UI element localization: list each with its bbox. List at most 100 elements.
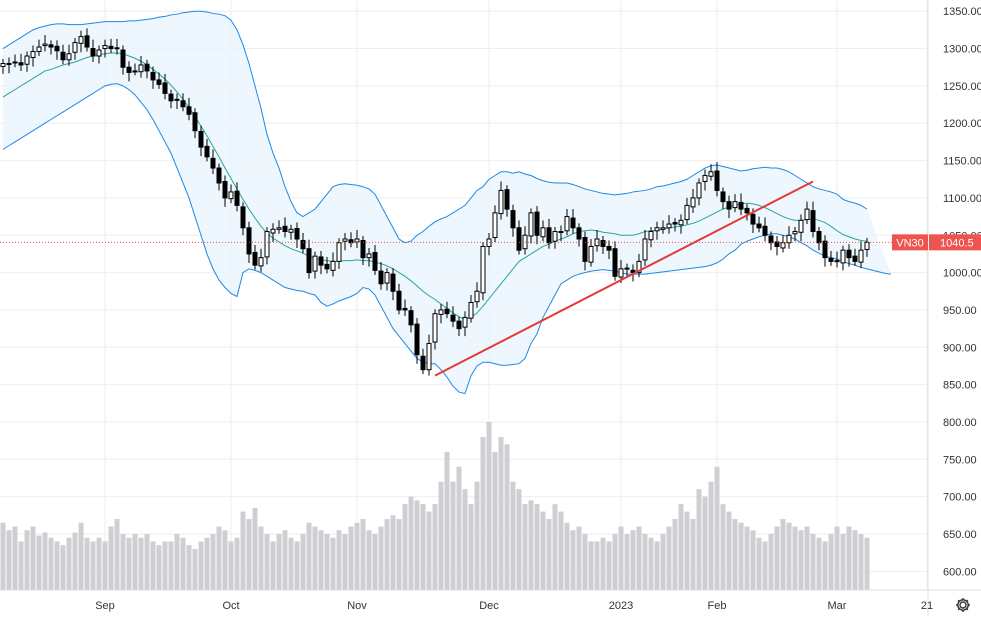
candle[interactable] [162,73,168,100]
candle[interactable] [366,247,372,267]
candle[interactable] [36,39,42,57]
candle[interactable] [600,236,606,254]
candle[interactable] [606,240,612,260]
candle[interactable] [198,125,204,157]
candle[interactable] [228,184,234,204]
candle[interactable] [738,193,744,216]
candle[interactable] [330,252,336,277]
candle[interactable] [804,201,810,225]
candle[interactable] [150,66,156,89]
candle[interactable] [432,309,438,350]
candle[interactable] [384,268,390,291]
gear-icon[interactable] [950,595,976,615]
candle[interactable] [222,175,228,207]
candle[interactable] [372,244,378,275]
candle[interactable] [78,30,84,53]
candle[interactable] [378,262,384,290]
candle[interactable] [828,250,834,266]
candle[interactable] [12,54,18,68]
candle[interactable] [570,209,576,234]
candle[interactable] [636,253,642,278]
candle[interactable] [468,295,474,323]
candle[interactable] [708,164,714,181]
candle[interactable] [762,217,768,242]
candle[interactable] [534,206,540,245]
candle[interactable] [462,311,468,337]
candle[interactable] [102,39,108,58]
candle[interactable] [852,248,858,266]
candle[interactable] [456,316,462,337]
candle[interactable] [258,248,264,272]
candle[interactable] [732,194,738,213]
candle[interactable] [6,57,12,74]
candle[interactable] [504,185,510,217]
candle[interactable] [660,220,666,234]
candle[interactable] [846,244,852,267]
candle[interactable] [474,282,480,308]
candle[interactable] [342,233,348,251]
candle[interactable] [288,224,294,240]
candle[interactable] [126,61,132,82]
candle[interactable] [42,35,48,52]
candle[interactable] [72,38,78,60]
candle[interactable] [756,216,762,233]
candle[interactable] [138,56,144,78]
candle[interactable] [510,204,516,237]
candle[interactable] [210,149,216,175]
candle[interactable] [540,220,546,242]
candle[interactable] [294,222,300,248]
candle[interactable] [684,197,690,225]
candle[interactable] [624,263,630,277]
candle[interactable] [48,40,54,55]
candle[interactable] [426,334,432,376]
candle[interactable] [192,108,198,139]
candle[interactable] [156,72,162,89]
candle[interactable] [276,220,282,234]
candle[interactable] [780,235,786,253]
candle[interactable] [558,225,564,242]
trendline[interactable] [434,180,814,377]
candle[interactable] [90,39,96,62]
candle[interactable] [690,188,696,213]
candle[interactable] [24,51,30,72]
candle[interactable] [450,306,456,328]
candle[interactable] [714,162,720,197]
candle[interactable] [492,205,498,242]
candle[interactable] [858,241,864,269]
candle[interactable] [318,250,324,275]
candle[interactable] [84,28,90,52]
candle[interactable] [168,89,174,109]
candle[interactable] [774,236,780,256]
candle[interactable] [528,208,534,244]
candle[interactable] [60,44,66,65]
candle[interactable] [300,233,306,254]
candle[interactable] [120,45,126,75]
candle[interactable] [654,221,660,240]
candle[interactable] [30,45,36,67]
candle[interactable] [648,227,654,248]
trendline-group[interactable] [434,180,814,377]
candle[interactable] [420,348,426,375]
candle[interactable] [270,223,276,242]
candle[interactable] [444,301,450,319]
candle[interactable] [480,241,486,301]
candle[interactable] [96,45,102,64]
candle[interactable] [702,169,708,191]
candle[interactable] [396,283,402,315]
candle[interactable] [234,182,240,212]
candlesticks[interactable] [0,28,870,376]
candle[interactable] [390,268,396,301]
candle[interactable] [666,215,672,234]
candle[interactable] [408,306,414,333]
candle[interactable] [792,227,798,242]
candle[interactable] [798,214,804,242]
candle[interactable] [186,97,192,121]
candle[interactable] [240,202,246,236]
candle[interactable] [174,93,180,110]
candle[interactable] [252,244,258,270]
candle[interactable] [144,59,150,79]
candle[interactable] [552,227,558,249]
candle[interactable] [108,38,114,54]
candle[interactable] [672,218,678,232]
